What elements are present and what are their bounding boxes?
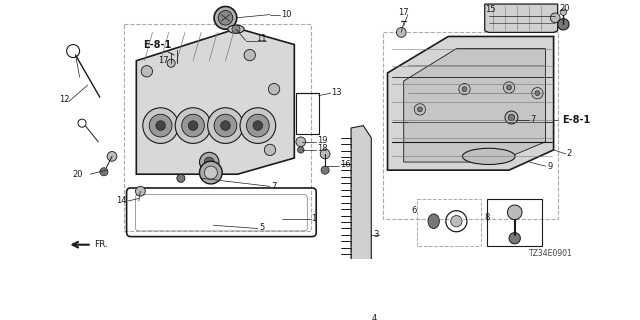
Circle shape — [320, 149, 330, 159]
Text: 17: 17 — [158, 56, 169, 65]
Text: 6: 6 — [412, 206, 417, 215]
Circle shape — [204, 157, 214, 167]
Text: 16: 16 — [340, 160, 351, 169]
Circle shape — [557, 19, 569, 30]
Text: 7: 7 — [530, 116, 536, 124]
Circle shape — [488, 121, 498, 131]
Circle shape — [417, 107, 422, 112]
Circle shape — [177, 174, 185, 182]
Circle shape — [414, 104, 426, 115]
Text: FR.: FR. — [94, 240, 108, 249]
Text: TZ34E0901: TZ34E0901 — [529, 249, 573, 258]
Circle shape — [296, 137, 306, 147]
Circle shape — [268, 84, 280, 95]
Ellipse shape — [463, 148, 515, 164]
Text: 4: 4 — [372, 314, 378, 320]
Text: 2: 2 — [566, 149, 572, 158]
Circle shape — [107, 152, 117, 161]
Circle shape — [182, 114, 204, 137]
Circle shape — [200, 152, 219, 172]
Circle shape — [204, 166, 218, 179]
Circle shape — [175, 108, 211, 143]
Text: 18: 18 — [317, 144, 328, 153]
Bar — [383, 32, 557, 219]
Circle shape — [244, 49, 255, 61]
Circle shape — [459, 84, 470, 95]
Circle shape — [451, 216, 462, 227]
Text: 7: 7 — [271, 182, 277, 191]
Circle shape — [207, 108, 243, 143]
Circle shape — [214, 6, 237, 29]
Text: 9: 9 — [547, 162, 552, 171]
Circle shape — [490, 123, 495, 128]
Text: 15: 15 — [484, 5, 495, 14]
Circle shape — [188, 121, 198, 131]
Text: 19: 19 — [317, 136, 328, 145]
Circle shape — [447, 121, 457, 131]
Text: 3: 3 — [374, 230, 379, 239]
Text: 8: 8 — [484, 213, 490, 222]
Circle shape — [321, 166, 329, 174]
Circle shape — [505, 111, 518, 124]
Circle shape — [143, 108, 179, 143]
Circle shape — [141, 66, 152, 77]
Circle shape — [535, 91, 540, 96]
Circle shape — [100, 168, 108, 176]
Text: 10: 10 — [282, 10, 292, 19]
Circle shape — [149, 114, 172, 137]
Circle shape — [407, 121, 417, 131]
Text: E-8-1: E-8-1 — [143, 40, 171, 50]
Text: E-8-1: E-8-1 — [562, 115, 590, 125]
Circle shape — [246, 114, 269, 137]
Circle shape — [532, 87, 543, 99]
Circle shape — [410, 123, 414, 128]
Text: 17: 17 — [398, 8, 409, 17]
Bar — [487, 198, 542, 245]
Bar — [296, 93, 319, 134]
Circle shape — [167, 59, 175, 67]
Text: 13: 13 — [332, 88, 342, 97]
Text: 14: 14 — [116, 196, 127, 205]
Circle shape — [462, 87, 467, 92]
Text: 20: 20 — [72, 170, 83, 179]
Circle shape — [253, 121, 262, 131]
Text: 1: 1 — [311, 214, 317, 223]
Circle shape — [264, 144, 276, 156]
Ellipse shape — [228, 25, 244, 33]
Circle shape — [504, 82, 515, 93]
Circle shape — [240, 108, 276, 143]
Circle shape — [156, 121, 166, 131]
Circle shape — [524, 121, 534, 131]
Circle shape — [527, 123, 532, 128]
Circle shape — [200, 161, 222, 184]
Circle shape — [136, 186, 145, 196]
Text: 20: 20 — [559, 4, 570, 12]
Circle shape — [508, 114, 515, 121]
Polygon shape — [136, 28, 294, 174]
Circle shape — [450, 123, 455, 128]
Text: 12: 12 — [60, 95, 70, 104]
Circle shape — [508, 205, 522, 220]
Circle shape — [507, 85, 511, 90]
Circle shape — [298, 147, 304, 153]
Polygon shape — [351, 125, 371, 320]
Circle shape — [396, 28, 406, 37]
Text: 11: 11 — [256, 34, 267, 44]
Ellipse shape — [428, 214, 439, 228]
Circle shape — [221, 121, 230, 131]
Bar — [124, 24, 310, 231]
Polygon shape — [484, 4, 557, 32]
Polygon shape — [404, 49, 545, 162]
Bar — [417, 198, 481, 245]
Circle shape — [509, 233, 520, 244]
Circle shape — [218, 11, 233, 25]
Circle shape — [232, 25, 240, 33]
Polygon shape — [387, 36, 554, 170]
Circle shape — [560, 9, 566, 15]
Circle shape — [214, 114, 237, 137]
Circle shape — [550, 13, 560, 23]
Text: 5: 5 — [259, 223, 265, 232]
